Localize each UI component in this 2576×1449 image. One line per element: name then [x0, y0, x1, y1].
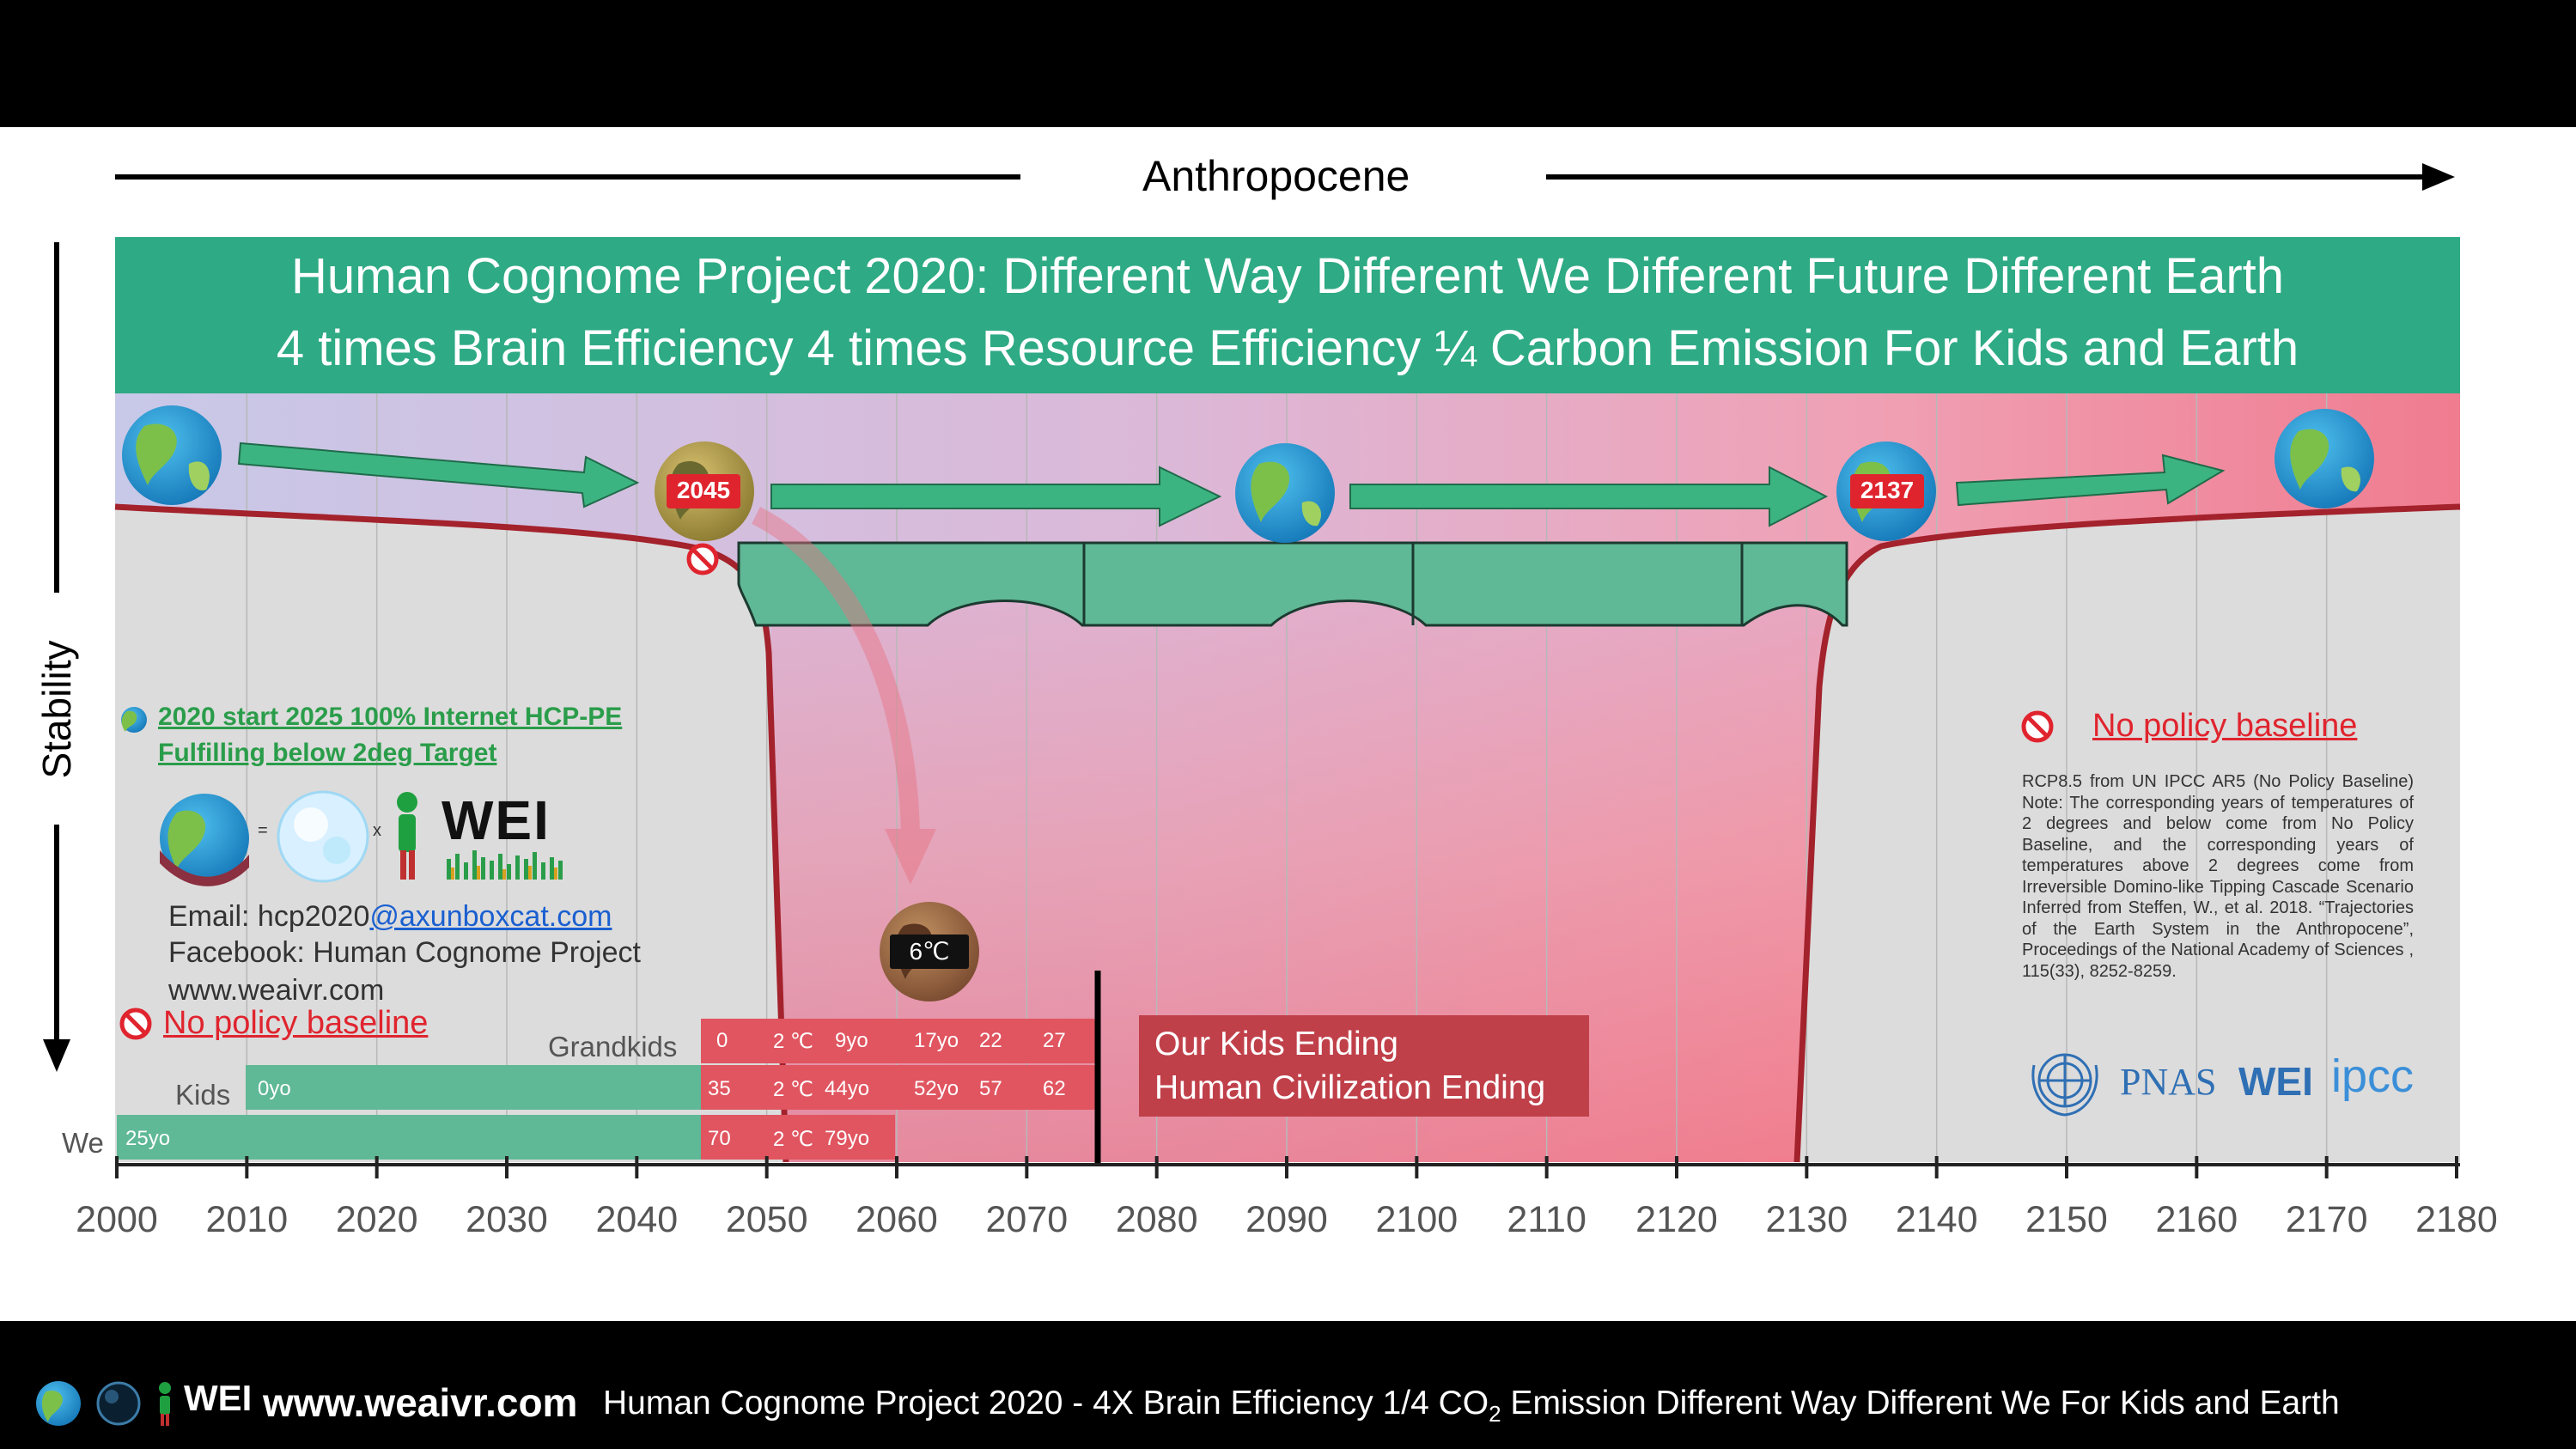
earth-globe-2170: [2275, 409, 2374, 508]
header-title: Anthropocene: [1142, 152, 1410, 200]
x-axis: [115, 1156, 2460, 1178]
collapse-arrow: [752, 507, 936, 885]
ending-box: Our Kids Ending Human Civilization Endin…: [1139, 1015, 1589, 1117]
x-tick-label: 2050: [725, 1199, 808, 1240]
no-policy-sign-right: [2021, 710, 2054, 743]
rcp-note: RCP8.5 from UN IPCC AR5 (No Policy Basel…: [2022, 772, 2414, 981]
we-age-start: 70: [708, 1127, 731, 1150]
we-label: We: [62, 1127, 104, 1159]
banner-line-1: Human Cognome Project 2020: Different Wa…: [290, 248, 2285, 304]
footer-wei: WEI: [184, 1378, 253, 1418]
x-tick-label: 2180: [2415, 1199, 2498, 1240]
footer-icons: [36, 1381, 171, 1426]
footer-site[interactable]: www.weaivr.com: [263, 1380, 578, 1425]
earth-globe-2000: [122, 405, 222, 505]
bridge: [737, 541, 1848, 627]
collapse-pit: [769, 550, 1830, 1162]
temp-badge-bg: [890, 935, 969, 969]
no-policy-sign-curve: [686, 543, 719, 575]
kids-age-4: 62: [1043, 1077, 1066, 1100]
contact-email: Email: hcp2020@axunboxcat.com: [168, 900, 612, 934]
generation-bars: [117, 1019, 1098, 1160]
x-tick-label: 2060: [856, 1199, 938, 1240]
kids-label: Kids: [175, 1079, 231, 1111]
x-tick-label: 2030: [466, 1199, 548, 1240]
footer-tagline: Human Cognome Project 2020 - 4X Brain Ef…: [603, 1385, 2340, 1428]
year-badge-2137-bg: [1850, 474, 1924, 508]
we-age-1: 79yo: [825, 1127, 870, 1150]
earth-globe-2090: [1235, 443, 1335, 543]
year-badge-2137: 2137: [1860, 477, 1915, 503]
x-tick-label: 2090: [1245, 1199, 1328, 1240]
year-badge-2045: 2045: [676, 477, 731, 503]
x-tick-label: 2170: [2285, 1199, 2368, 1240]
x-tick-label: 2070: [985, 1199, 1069, 1240]
year-badge-2045-bg: [667, 474, 740, 508]
wei-logo-small: WEI: [2238, 1059, 2313, 1104]
grandkids-age-2: 17yo: [914, 1029, 959, 1052]
kids-age-1: 44yo: [825, 1077, 870, 1100]
kids-temp: 2 ℃: [773, 1078, 813, 1101]
x-tick-label: 2100: [1375, 1199, 1459, 1240]
x-tick-label: 2040: [595, 1199, 679, 1240]
grandkids-label: Grandkids: [548, 1031, 678, 1062]
kids-age-2: 52yo: [914, 1077, 959, 1100]
x-tick-label: 2010: [205, 1199, 289, 1240]
equation-times: x: [373, 821, 381, 840]
grandkids-temp: 2 ℃: [773, 1030, 813, 1053]
grandkids-age-4: 27: [1043, 1029, 1066, 1052]
footer-text-pre: Human Cognome Project 2020 - 4X Brain Ef…: [603, 1385, 1489, 1422]
footer-text-sub: 2: [1489, 1400, 1501, 1427]
x-tick-label: 2140: [1895, 1199, 1978, 1240]
x-tick-label: 2080: [1115, 1199, 1198, 1240]
kids-start: 0yo: [258, 1077, 291, 1100]
stability-arrow: [43, 242, 70, 1072]
un-logo: [2031, 1053, 2098, 1117]
x-tick-label: 2160: [2155, 1199, 2238, 1240]
email-prefix: Email: hcp2020: [168, 900, 370, 933]
footer-bar: [0, 1321, 2576, 1449]
kids-age-3: 57: [979, 1077, 1002, 1100]
x-tick-label: 2110: [1507, 1199, 1586, 1240]
wei-logo: WEI: [442, 789, 551, 851]
pnas-logo: PNAS: [2120, 1061, 2217, 1103]
grandkids-age-start: 0: [716, 1029, 728, 1052]
email-link[interactable]: @axunboxcat.com: [369, 900, 612, 933]
temp-badge: 6℃: [909, 938, 950, 965]
kids-age-start: 35: [708, 1077, 731, 1100]
ipcc-logo: ipcc: [2331, 1050, 2415, 1102]
progress-arrows: [237, 441, 2226, 527]
y-axis-label: Stability: [34, 640, 79, 779]
x-tick-label: 2150: [2025, 1199, 2108, 1240]
hcp-link-line-1[interactable]: 2020 start 2025 100% Internet HCP-PE: [158, 703, 623, 731]
footer-text-post: Emission Different Way Different We For …: [1501, 1385, 2340, 1422]
no-policy-label-left[interactable]: No policy baseline: [163, 1005, 429, 1041]
x-tick-label: 2120: [1635, 1199, 1718, 1240]
globe-small-icon: [121, 707, 147, 733]
grandkids-age-1: 9yo: [835, 1029, 868, 1052]
x-tick-label: 2020: [335, 1199, 418, 1240]
no-policy-label-right[interactable]: No policy baseline: [2092, 708, 2358, 744]
contact-facebook: Facebook: Human Cognome Project: [168, 936, 641, 969]
no-policy-sign-left: [119, 1008, 152, 1040]
x-tick-label: 2000: [76, 1199, 158, 1240]
anthropocene-arrow: [115, 163, 2455, 191]
ending-line-1: Our Kids Ending: [1154, 1026, 1398, 1062]
we-start: 25yo: [125, 1127, 171, 1150]
stable-region-left: [115, 507, 786, 1162]
x-tick-label: 2130: [1765, 1199, 1848, 1240]
equation-equals: =: [258, 821, 268, 840]
stable-region-right: [1797, 507, 2460, 1162]
banner-line-2: 4 times Brain Efficiency 4 times Resourc…: [276, 320, 2299, 376]
ending-line-2: Human Civilization Ending: [1154, 1069, 1546, 1106]
title-banner: Human Cognome Project 2020: Different Wa…: [115, 237, 2460, 393]
contact-website[interactable]: www.weaivr.com: [168, 974, 385, 1007]
equation-icons: [160, 790, 563, 886]
hcp-link-line-2[interactable]: Fulfilling below 2deg Target: [158, 739, 497, 767]
we-temp: 2 ℃: [773, 1128, 813, 1151]
grandkids-age-3: 22: [979, 1029, 1002, 1052]
